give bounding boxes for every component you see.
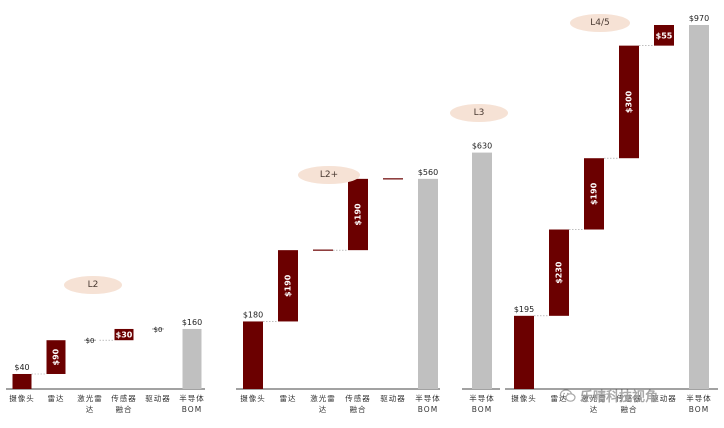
category-label: 驱动器 <box>651 393 677 403</box>
category-label: 激光雷 <box>310 393 336 403</box>
category-label: 激光雷 <box>581 393 607 403</box>
total-bar <box>689 25 709 389</box>
category-label: BOM <box>689 405 709 414</box>
value-label: $190 <box>590 182 599 205</box>
value-label: $90 <box>52 348 61 365</box>
category-label: 传感器 <box>111 393 137 403</box>
category-label: BOM <box>418 405 438 414</box>
value-label: $40 <box>14 363 29 372</box>
level-badge: L2+ <box>298 166 360 184</box>
category-label: 达 <box>319 404 328 414</box>
increase-bar <box>348 178 368 251</box>
category-label: 融合 <box>116 404 133 414</box>
category-label: 半导体 <box>415 393 441 403</box>
value-label: $180 <box>243 310 263 319</box>
total-label: $560 <box>418 168 438 177</box>
category-label: 半导体 <box>686 393 712 403</box>
total-label: $970 <box>689 14 709 23</box>
zero-label: $0 <box>86 337 95 345</box>
watermark-text: 乐晴科技视角 <box>580 390 659 405</box>
value-label: $30 <box>116 331 133 340</box>
total-bar <box>182 328 202 389</box>
category-label: 融合 <box>350 404 367 414</box>
category-label: 融合 <box>621 404 638 414</box>
increase-bar <box>514 315 534 389</box>
value-label: $195 <box>514 305 534 314</box>
category-label: 摄像头 <box>511 393 537 403</box>
category-label: BOM <box>472 405 492 414</box>
wechat-icon <box>560 388 576 402</box>
total-label: $160 <box>182 318 202 327</box>
increase-bar <box>619 45 639 159</box>
value-label: $190 <box>354 203 363 226</box>
value-label: $55 <box>656 31 673 40</box>
category-label: BOM <box>182 405 202 414</box>
increase-bar <box>278 250 298 322</box>
category-label: 摄像头 <box>240 393 266 403</box>
increase-bar <box>654 25 674 46</box>
total-bar <box>418 178 438 389</box>
zero-label: $0 <box>154 326 163 334</box>
category-label: 半导体 <box>179 393 205 403</box>
increase-bar <box>114 328 134 341</box>
category-label: 半导体 <box>469 393 495 403</box>
value-label: $190 <box>284 274 293 297</box>
total-label: $630 <box>472 142 492 151</box>
category-label: 雷达 <box>48 393 65 403</box>
increase-bar <box>243 321 263 389</box>
category-label: 激光雷 <box>77 393 103 403</box>
level-badge: L4/5 <box>570 14 630 32</box>
category-label: 雷达 <box>551 393 568 403</box>
category-label: 驱动器 <box>380 393 406 403</box>
category-label: 达 <box>86 404 95 414</box>
category-label: 摄像头 <box>9 393 35 403</box>
total-bar <box>472 152 492 389</box>
value-label: $300 <box>625 90 634 113</box>
category-label: 雷达 <box>280 393 297 403</box>
increase-bar <box>584 158 604 230</box>
value-label: $230 <box>555 261 564 284</box>
level-badge: L3 <box>450 104 508 122</box>
category-label: 传感器 <box>345 393 371 403</box>
watermark: 乐晴科技视角 <box>560 386 658 405</box>
zero-bar <box>383 178 403 180</box>
level-badge: L2 <box>64 276 122 294</box>
zero-bar <box>313 249 333 251</box>
increase-bar <box>549 229 569 316</box>
category-label: 传感器 <box>616 393 642 403</box>
increase-bar <box>12 373 32 389</box>
category-label: 驱动器 <box>145 393 171 403</box>
increase-bar <box>46 340 66 374</box>
category-label: 达 <box>590 404 599 414</box>
